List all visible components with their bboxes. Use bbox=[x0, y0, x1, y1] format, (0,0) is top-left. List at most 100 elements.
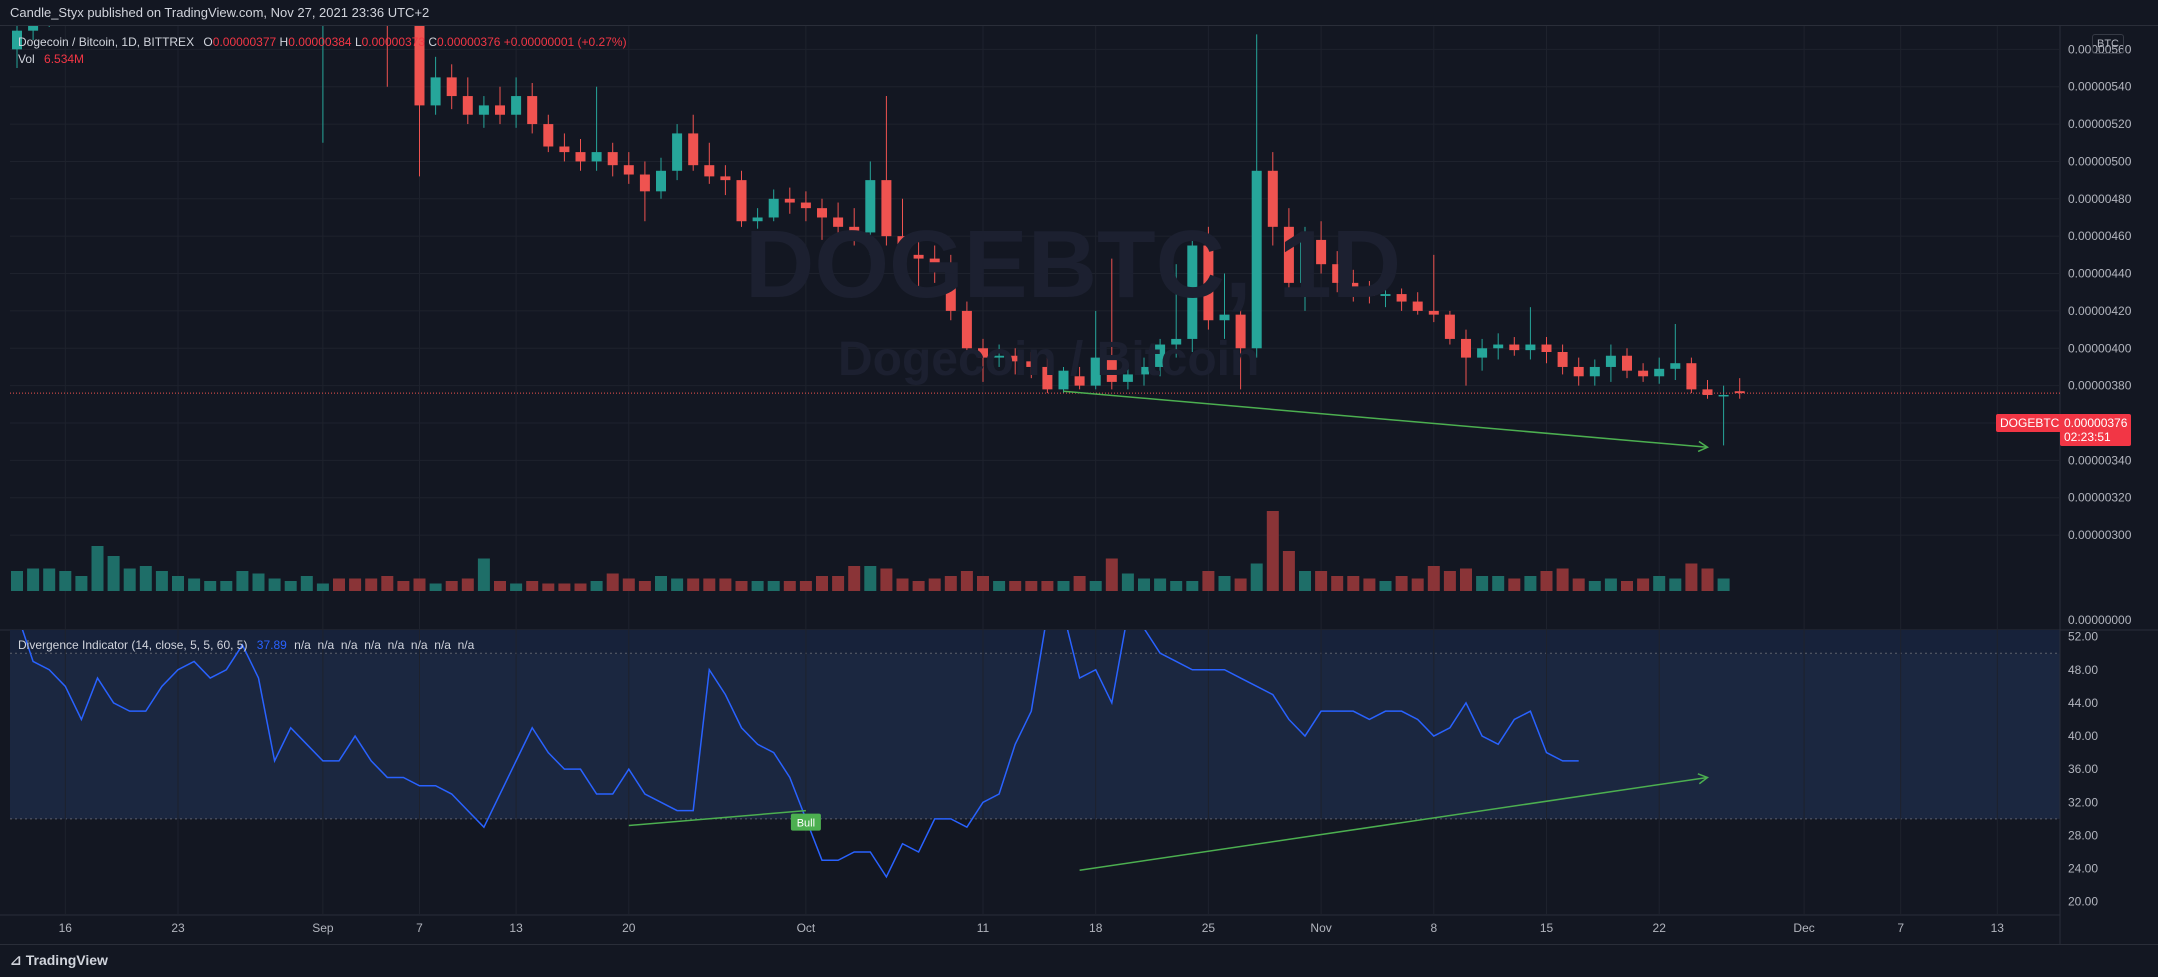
candle-body bbox=[1106, 357, 1117, 382]
volume-bar bbox=[944, 576, 957, 591]
candle-body bbox=[994, 355, 1005, 358]
candle-body bbox=[1300, 239, 1310, 283]
volume-bar bbox=[960, 571, 973, 591]
candle bbox=[736, 170, 747, 227]
rsi-tick-label: 40.00 bbox=[2068, 729, 2098, 743]
candle bbox=[1509, 337, 1520, 356]
volume-bar bbox=[188, 578, 201, 591]
candle-body bbox=[575, 152, 586, 162]
volume-bar bbox=[333, 578, 345, 591]
candle-body bbox=[1332, 264, 1343, 283]
price-tick-label: 0.00000520 bbox=[2068, 117, 2132, 131]
candle bbox=[945, 254, 956, 321]
candle bbox=[478, 96, 489, 128]
volume-bar bbox=[622, 578, 635, 591]
currency-button[interactable]: BTC bbox=[2092, 34, 2124, 54]
volume-bar bbox=[349, 578, 362, 591]
candle-body bbox=[961, 310, 972, 349]
candle bbox=[1654, 357, 1665, 384]
price-tick-label: 0.00000320 bbox=[2068, 491, 2132, 505]
volume-bar bbox=[896, 578, 909, 591]
volume-bar bbox=[1138, 578, 1150, 591]
candle bbox=[1106, 258, 1117, 390]
candle bbox=[978, 338, 988, 382]
candle-body bbox=[881, 180, 892, 237]
volume-bar bbox=[574, 583, 587, 591]
candle-body bbox=[1187, 245, 1198, 339]
candle-body bbox=[1541, 344, 1552, 353]
volume-bar bbox=[832, 576, 845, 591]
vol-value: 6.534M bbox=[44, 52, 85, 66]
volume-bar bbox=[1411, 578, 1424, 591]
price-tick-label: 0.00000560 bbox=[2068, 42, 2132, 56]
candle bbox=[1589, 359, 1600, 386]
volume-bar bbox=[1218, 576, 1231, 591]
candle bbox=[1300, 226, 1310, 311]
h-label: H bbox=[279, 35, 289, 49]
candle bbox=[1155, 338, 1166, 377]
indicator-name: Divergence Indicator (14, close, 5, 5, 6… bbox=[18, 638, 248, 652]
volume-bar bbox=[91, 546, 104, 591]
price-tick-label: 0.00000480 bbox=[2068, 192, 2132, 206]
candle bbox=[527, 82, 538, 134]
time-tick-label: Nov bbox=[1310, 921, 1331, 935]
volume-bar bbox=[236, 571, 249, 591]
candle bbox=[12, 21, 22, 69]
symbol-tag: DOGEBTC bbox=[1996, 414, 2064, 432]
candle-body bbox=[1557, 352, 1568, 367]
candle bbox=[1058, 366, 1069, 394]
time-tick-label: 7 bbox=[416, 921, 423, 935]
volume-bar bbox=[1186, 581, 1199, 591]
candle-body bbox=[1718, 394, 1729, 397]
volume-bar bbox=[461, 578, 474, 591]
candle-body bbox=[768, 198, 779, 218]
volume-bar bbox=[799, 581, 812, 591]
candle-body bbox=[1477, 348, 1488, 358]
candle bbox=[1332, 251, 1343, 293]
rsi-overbought-zone bbox=[10, 630, 2060, 654]
candle-body bbox=[1702, 389, 1713, 395]
candle bbox=[800, 191, 811, 222]
rsi-tick-label: 20.00 bbox=[2068, 895, 2098, 909]
candle-body bbox=[414, 0, 425, 106]
candle bbox=[1316, 221, 1327, 274]
volume-bar bbox=[703, 578, 716, 591]
volume-bar bbox=[1524, 576, 1537, 591]
publisher-text: Candle_Styx published on TradingView.com… bbox=[10, 5, 430, 20]
rsi-tick-label: 24.00 bbox=[2068, 862, 2098, 876]
candle bbox=[994, 344, 1005, 367]
candle bbox=[559, 133, 570, 162]
price-tick-label: 0.00000460 bbox=[2068, 229, 2132, 243]
volume-bar bbox=[59, 571, 72, 591]
volume-bar bbox=[1476, 576, 1489, 591]
candle-body bbox=[736, 180, 747, 222]
candle-body bbox=[1525, 344, 1536, 351]
volume-bar bbox=[1508, 578, 1521, 591]
candle bbox=[1251, 34, 1262, 358]
candle bbox=[1444, 310, 1455, 345]
volume-bar bbox=[1637, 578, 1650, 591]
volume-bar bbox=[1460, 568, 1472, 591]
candle bbox=[1203, 226, 1214, 330]
candle bbox=[1638, 363, 1649, 382]
candle-body bbox=[1203, 245, 1214, 321]
candle bbox=[720, 165, 731, 196]
tradingview-logo[interactable]: ⊿ TradingView bbox=[10, 952, 108, 969]
candle bbox=[607, 142, 618, 177]
volume-bar bbox=[1299, 571, 1311, 591]
candle bbox=[688, 114, 699, 171]
candle-body bbox=[720, 176, 731, 181]
candle bbox=[543, 114, 554, 153]
candle bbox=[1605, 344, 1616, 382]
tv-logo-icon: ⊿ bbox=[10, 952, 22, 968]
volume-bar bbox=[1492, 576, 1505, 591]
volume-bar bbox=[590, 581, 603, 591]
candle-body bbox=[1090, 357, 1101, 386]
candle-body bbox=[1428, 310, 1439, 315]
candle bbox=[575, 139, 586, 171]
volume-bar bbox=[1057, 581, 1070, 591]
volume-bar bbox=[1009, 581, 1022, 591]
candle bbox=[1702, 380, 1713, 399]
candle bbox=[511, 77, 522, 128]
